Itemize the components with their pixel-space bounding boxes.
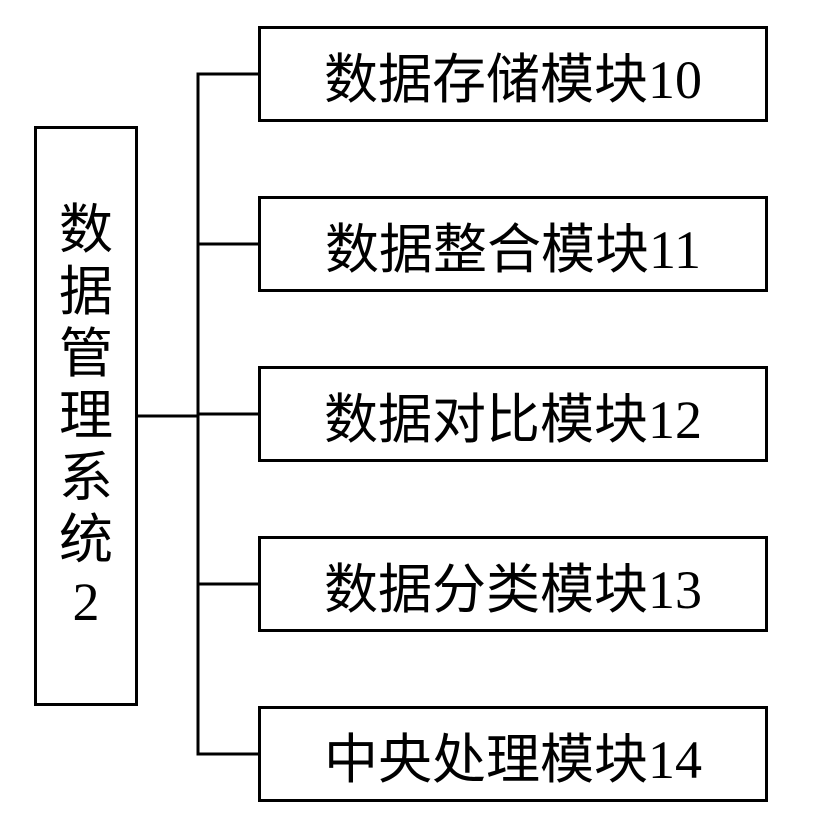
child-node: 数据对比模块12 — [258, 366, 768, 462]
child-label: 中央处理模块14 — [324, 715, 702, 794]
root-char: 2 — [73, 571, 100, 633]
child-node: 数据存储模块10 — [258, 26, 768, 122]
diagram-canvas: 数据管理系统2 数据存储模块10 数据整合模块11 数据对比模块12 数据分类模块13… — [0, 0, 830, 831]
root-char: 理 — [59, 385, 113, 447]
child-label: 数据对比模块12 — [324, 375, 702, 454]
root-node: 数据管理系统2 — [34, 126, 138, 706]
root-char: 据 — [59, 261, 113, 323]
child-label: 数据分类模块13 — [324, 545, 702, 624]
root-char: 统 — [59, 509, 113, 571]
child-label: 数据存储模块10 — [324, 35, 702, 114]
root-char: 系 — [59, 447, 113, 509]
child-node: 数据分类模块13 — [258, 536, 768, 632]
root-label: 数据管理系统2 — [59, 199, 113, 634]
root-char: 管 — [59, 323, 113, 385]
child-node: 数据整合模块11 — [258, 196, 768, 292]
root-char: 数 — [59, 199, 113, 261]
child-node: 中央处理模块14 — [258, 706, 768, 802]
child-label: 数据整合模块11 — [325, 205, 701, 284]
